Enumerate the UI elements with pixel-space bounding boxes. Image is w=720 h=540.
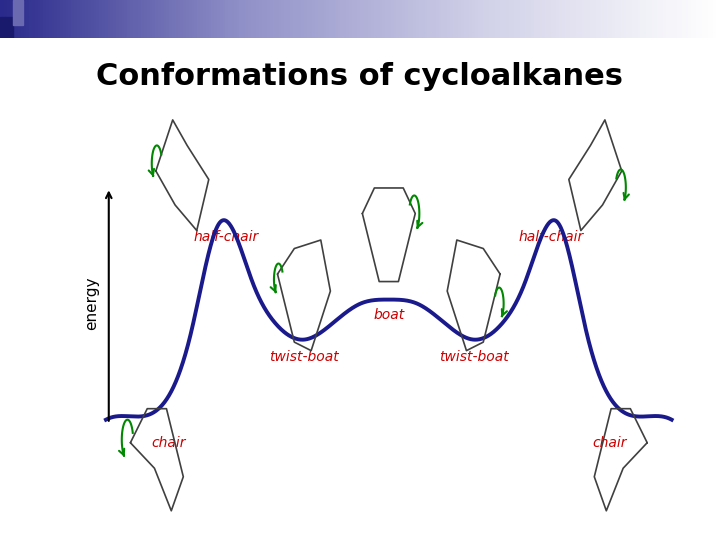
Text: half-chair: half-chair	[194, 230, 259, 244]
Text: chair: chair	[151, 436, 186, 450]
Text: energy: energy	[84, 277, 99, 330]
Text: twist-boat: twist-boat	[438, 349, 508, 363]
Text: chair: chair	[592, 436, 626, 450]
Bar	[0, 17, 13, 38]
Text: twist-boat: twist-boat	[269, 349, 339, 363]
Bar	[13, 0, 23, 24]
Text: Conformations of cycloalkanes: Conformations of cycloalkanes	[96, 62, 624, 91]
Text: half-chair: half-chair	[518, 230, 584, 244]
Text: boat: boat	[373, 308, 405, 322]
